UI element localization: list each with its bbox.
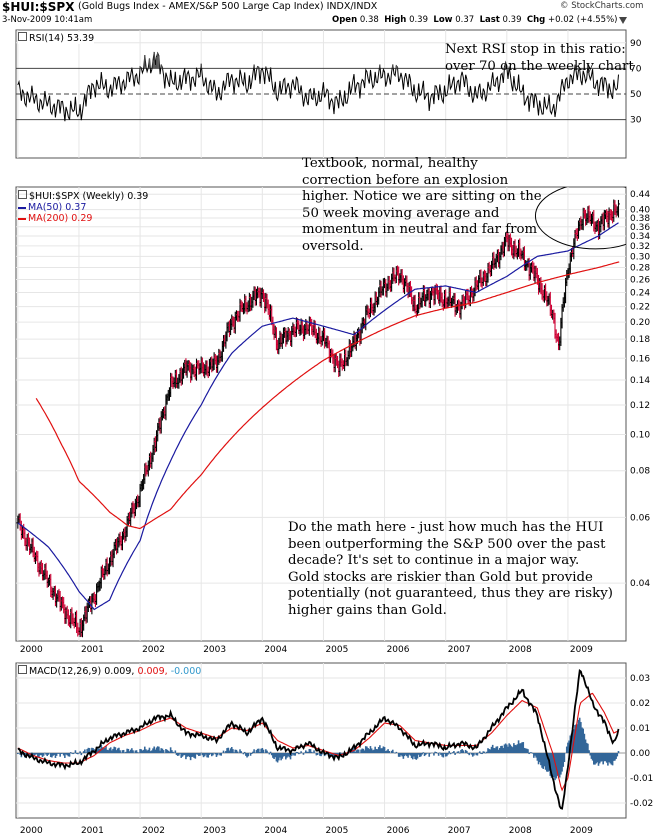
price-y-tick-label: 0.04 xyxy=(630,579,650,589)
math-annotation-line: decade? It's set to continue in a major … xyxy=(288,553,580,569)
quote-bar: 3-Nov-2009 10:41am Open 0.38 High 0.39 L… xyxy=(0,15,670,27)
price-y-tick-label: 0.24 xyxy=(630,289,650,299)
rsi-tick-label: 90 xyxy=(630,39,642,49)
macd-x-tick-label: 2004 xyxy=(264,826,287,836)
price-legend-text: $HUI:$SPX (Weekly) 0.39 xyxy=(29,191,149,202)
ma200-legend-text: MA(200) 0.29 xyxy=(28,213,93,224)
price-x-tick-label: 2002 xyxy=(142,645,165,655)
triangle-down-icon[interactable] xyxy=(618,16,628,25)
correction-annotation-line: 50 week moving average and xyxy=(302,205,500,221)
macd-x-tick-label: 2006 xyxy=(387,826,410,836)
macd-panel-frame xyxy=(15,662,627,819)
price-y-tick-label: 0.44 xyxy=(630,190,650,200)
macd-x-tick-label: 2005 xyxy=(325,826,348,836)
math-annotation: Do the math here - just how much has the… xyxy=(288,520,613,620)
rsi-annotation-line: over 70 on the weekly chart xyxy=(445,58,634,74)
chart-header: $HUI:$SPX (Gold Bugs Index - AMEX/S&P 50… xyxy=(0,0,670,14)
ma50-legend-text: MA(50) 0.37 xyxy=(28,202,87,213)
rsi-annotation: Next RSI stop in this ratio: over 70 on … xyxy=(445,42,634,75)
chart-description: (Gold Bugs Index - AMEX/S&P 500 Large Ca… xyxy=(78,1,378,12)
price-y-tick-label: 0.40 xyxy=(630,206,650,216)
correction-annotation-line: correction before an explosion xyxy=(302,172,509,188)
ma200-swatch-icon xyxy=(18,217,26,220)
rsi-legend: RSI(14) 53.39 xyxy=(18,32,95,44)
watermark: © StockCharts.com xyxy=(560,1,644,11)
macd-x-tick-label: 2007 xyxy=(448,826,471,836)
rsi-line xyxy=(17,51,619,122)
macd-legend-value: 0.009, xyxy=(104,666,135,677)
macd-y-tick-label: 0.00 xyxy=(630,749,650,759)
price-y-tick-label: 0.26 xyxy=(630,276,650,286)
price-x-tick-label: 2005 xyxy=(325,645,348,655)
highlight-ellipse xyxy=(534,187,626,250)
macd-legend: MACD(12,26,9) 0.009, 0.009, -0.000 xyxy=(18,665,201,677)
rsi-tick-label: 30 xyxy=(630,116,642,126)
math-annotation-line: potentially (not guaranteed, thus they a… xyxy=(288,586,613,602)
price-x-tick-label: 2000 xyxy=(20,645,43,655)
price-legend: $HUI:$SPX (Weekly) 0.39 MA(50) 0.37 MA(2… xyxy=(18,190,148,224)
price-legend-swatch-icon xyxy=(18,190,27,199)
rsi-tick-label: 70 xyxy=(630,64,642,74)
chart-symbol: $HUI:$SPX xyxy=(2,0,75,14)
macd-x-tick-label: 2009 xyxy=(570,826,593,836)
macd-x-tick-label: 2008 xyxy=(509,826,532,836)
price-y-tick-label: 0.34 xyxy=(630,232,650,242)
price-x-tick-label: 2003 xyxy=(203,645,226,655)
price-y-tick-label: 0.12 xyxy=(630,401,650,411)
price-y-tick-label: 0.30 xyxy=(630,252,650,262)
rsi-legend-swatch-icon xyxy=(18,32,27,41)
correction-annotation-line: higher. Notice we are sitting on the xyxy=(302,189,542,205)
macd-y-tick-label: -0.02 xyxy=(630,799,653,809)
rsi-annotation-line: Next RSI stop in this ratio: xyxy=(445,42,626,57)
macd-hist-legend-value: -0.000 xyxy=(170,666,202,677)
correction-annotation-line: Textbook, normal, healthy xyxy=(302,156,478,171)
price-x-tick-label: 2001 xyxy=(81,645,104,655)
macd-legend-label: MACD(12,26,9) xyxy=(29,666,102,677)
macd-y-tick-label: 0.03 xyxy=(630,674,650,684)
macd-legend-swatch-icon xyxy=(18,665,27,674)
price-y-tick-label: 0.38 xyxy=(630,214,650,224)
math-annotation-line: higher gains than Gold. xyxy=(288,602,447,618)
macd-line xyxy=(17,668,620,810)
price-y-tick-label: 0.22 xyxy=(630,303,650,313)
macd-x-tick-label: 2002 xyxy=(142,826,165,836)
macd-y-tick-label: 0.02 xyxy=(630,699,650,709)
macd-signal-legend-value: 0.009, xyxy=(137,666,168,677)
macd-y-tick-label: 0.01 xyxy=(630,724,650,734)
rsi-legend-text: RSI(14) 53.39 xyxy=(29,33,95,44)
price-y-tick-label: 0.20 xyxy=(630,318,650,328)
price-y-tick-label: 0.14 xyxy=(630,376,650,386)
ma200-line xyxy=(35,261,620,530)
math-annotation-line: Gold stocks are riskier than Gold but pr… xyxy=(288,569,593,585)
price-x-tick-label: 2008 xyxy=(509,645,532,655)
price-y-tick-label: 0.10 xyxy=(630,431,650,441)
quote-values: Open 0.38 High 0.39 Low 0.37 Last 0.39 C… xyxy=(332,15,618,25)
price-y-tick-label: 0.08 xyxy=(630,467,650,477)
correction-annotation-line: oversold. xyxy=(302,238,364,254)
price-y-tick-label: 0.16 xyxy=(630,354,650,364)
correction-annotation: Textbook, normal, healthy correction bef… xyxy=(302,156,542,256)
price-x-tick-label: 2007 xyxy=(448,645,471,655)
price-y-tick-label: 0.18 xyxy=(630,335,650,345)
ma50-line xyxy=(17,222,619,611)
price-x-tick-label: 2006 xyxy=(387,645,410,655)
macd-x-tick-label: 2001 xyxy=(81,826,104,836)
macd-y-tick-label: -0.01 xyxy=(630,774,653,784)
math-annotation-line: been outperforming the S&P 500 over the … xyxy=(288,536,606,552)
ma50-swatch-icon xyxy=(18,206,26,209)
price-y-tick-label: 0.32 xyxy=(630,242,650,252)
chart-date: 3-Nov-2009 10:41am xyxy=(2,15,93,25)
price-x-tick-label: 2009 xyxy=(570,645,593,655)
price-y-tick-label: 0.06 xyxy=(630,513,650,523)
macd-x-tick-label: 2003 xyxy=(203,826,226,836)
price-y-tick-label: 0.36 xyxy=(630,223,650,233)
math-annotation-line: Do the math here - just how much has the… xyxy=(288,520,604,535)
price-y-tick-label: 0.28 xyxy=(630,264,650,274)
correction-annotation-line: momentum in neutral and far from xyxy=(302,222,538,238)
rsi-tick-label: 50 xyxy=(630,90,642,100)
price-x-tick-label: 2004 xyxy=(264,645,287,655)
macd-x-tick-label: 2000 xyxy=(20,826,43,836)
